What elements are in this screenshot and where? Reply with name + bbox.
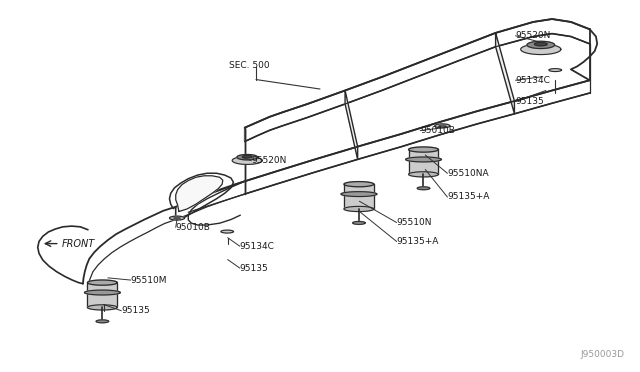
Polygon shape (408, 172, 438, 177)
Polygon shape (88, 283, 117, 307)
Polygon shape (417, 187, 430, 190)
Polygon shape (344, 184, 374, 209)
Polygon shape (353, 221, 365, 224)
Polygon shape (521, 44, 561, 55)
Polygon shape (188, 181, 244, 225)
Text: 95135: 95135 (240, 263, 268, 273)
Polygon shape (170, 173, 234, 219)
Polygon shape (345, 90, 358, 159)
Polygon shape (344, 182, 374, 187)
Text: 95135: 95135 (516, 97, 545, 106)
Polygon shape (176, 176, 223, 212)
Text: 95134C: 95134C (240, 242, 275, 251)
Polygon shape (439, 125, 445, 127)
Polygon shape (243, 155, 252, 158)
Polygon shape (176, 80, 589, 219)
Polygon shape (84, 290, 120, 295)
Polygon shape (406, 157, 442, 162)
Polygon shape (174, 217, 180, 219)
Text: 95135+A: 95135+A (397, 237, 439, 246)
Polygon shape (408, 147, 438, 152)
Polygon shape (96, 320, 109, 323)
Text: 95134C: 95134C (516, 76, 550, 85)
Polygon shape (170, 216, 184, 220)
Polygon shape (408, 150, 438, 174)
Text: 95520N: 95520N (516, 31, 551, 40)
Polygon shape (549, 68, 561, 71)
Polygon shape (534, 42, 547, 46)
Polygon shape (527, 41, 555, 48)
Polygon shape (435, 124, 450, 128)
Text: 95510M: 95510M (131, 276, 167, 285)
Text: 95010B: 95010B (420, 126, 455, 135)
Text: 95510NA: 95510NA (447, 169, 489, 178)
Polygon shape (571, 29, 597, 69)
Text: J950003D: J950003D (580, 350, 624, 359)
Polygon shape (221, 230, 234, 233)
Polygon shape (495, 33, 515, 114)
Polygon shape (88, 280, 117, 285)
Text: SEC. 500: SEC. 500 (229, 61, 269, 70)
Polygon shape (232, 157, 262, 164)
Polygon shape (341, 192, 377, 196)
Text: FRONT: FRONT (61, 238, 95, 248)
Text: 95010B: 95010B (176, 223, 211, 232)
Text: 95135+A: 95135+A (447, 192, 490, 201)
Polygon shape (237, 154, 257, 160)
Text: 95510N: 95510N (397, 218, 432, 227)
Polygon shape (344, 206, 374, 212)
Text: 95135: 95135 (121, 306, 150, 315)
Polygon shape (88, 305, 117, 310)
Polygon shape (244, 19, 589, 141)
Text: 95520N: 95520N (251, 156, 286, 165)
